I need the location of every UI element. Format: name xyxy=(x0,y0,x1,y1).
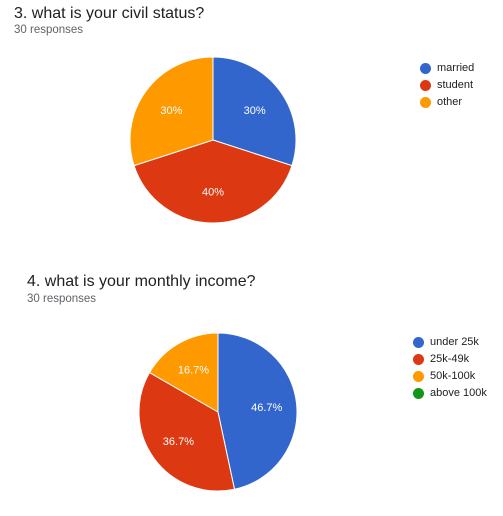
legend-item: under 25k xyxy=(413,334,487,350)
slice-value-label: 30% xyxy=(244,105,266,117)
legend-label: under 25k xyxy=(430,336,479,348)
legend-swatch xyxy=(413,370,424,382)
slice-value-label: 30% xyxy=(160,105,182,117)
slice-value-label: 46.7% xyxy=(251,402,282,414)
legend-item: 50k-100k xyxy=(413,368,487,384)
legend-swatch xyxy=(413,353,424,365)
slice-value-label: 40% xyxy=(202,187,224,199)
pie-slice-other xyxy=(129,56,214,167)
legend-label: 50k-100k xyxy=(430,370,476,382)
slice-value-label: 36.7% xyxy=(163,436,194,448)
legend-item: other xyxy=(420,94,474,110)
question-title: 4. what is your monthly income? xyxy=(27,273,256,290)
legend-label: married xyxy=(437,62,475,74)
legend-item: student xyxy=(420,77,474,93)
question-title: 3. what is your civil status? xyxy=(14,5,205,22)
legend-label: student xyxy=(437,79,474,91)
legend-swatch xyxy=(420,62,431,74)
pie-chart: 46.7% 36.7% 16.7% xyxy=(138,332,298,492)
legend-swatch xyxy=(420,96,431,108)
legend-label: above 100k xyxy=(430,387,487,399)
legend-swatch xyxy=(420,79,431,91)
pie-slice-student xyxy=(133,139,293,224)
legend-swatch xyxy=(413,336,424,348)
question-monthly-income: 4. what is your monthly income? 30 respo… xyxy=(0,268,503,516)
question-civil-status: 3. what is your civil status? 30 respons… xyxy=(0,0,503,248)
chart-legend: under 25k 25k-49k 50k-100k above 100k xyxy=(413,334,487,402)
legend-label: 25k-49k xyxy=(430,353,470,365)
pie-slice-under-25k xyxy=(217,332,298,490)
legend-label: other xyxy=(437,96,463,108)
legend-swatch xyxy=(413,387,424,399)
response-count: 30 responses xyxy=(27,293,97,305)
legend-item: married xyxy=(420,60,474,76)
legend-item: 25k-49k xyxy=(413,351,487,367)
pie-chart: 30% 40% 30% xyxy=(129,56,297,224)
pie-slice-married xyxy=(212,56,297,167)
chart-legend: married student other xyxy=(420,60,474,111)
response-count: 30 responses xyxy=(14,24,84,36)
pie-slice-25k-49k xyxy=(138,371,236,492)
pie-slice-50k-100k xyxy=(148,332,219,413)
slice-value-label: 16.7% xyxy=(178,365,209,377)
legend-item: above 100k xyxy=(413,385,487,401)
